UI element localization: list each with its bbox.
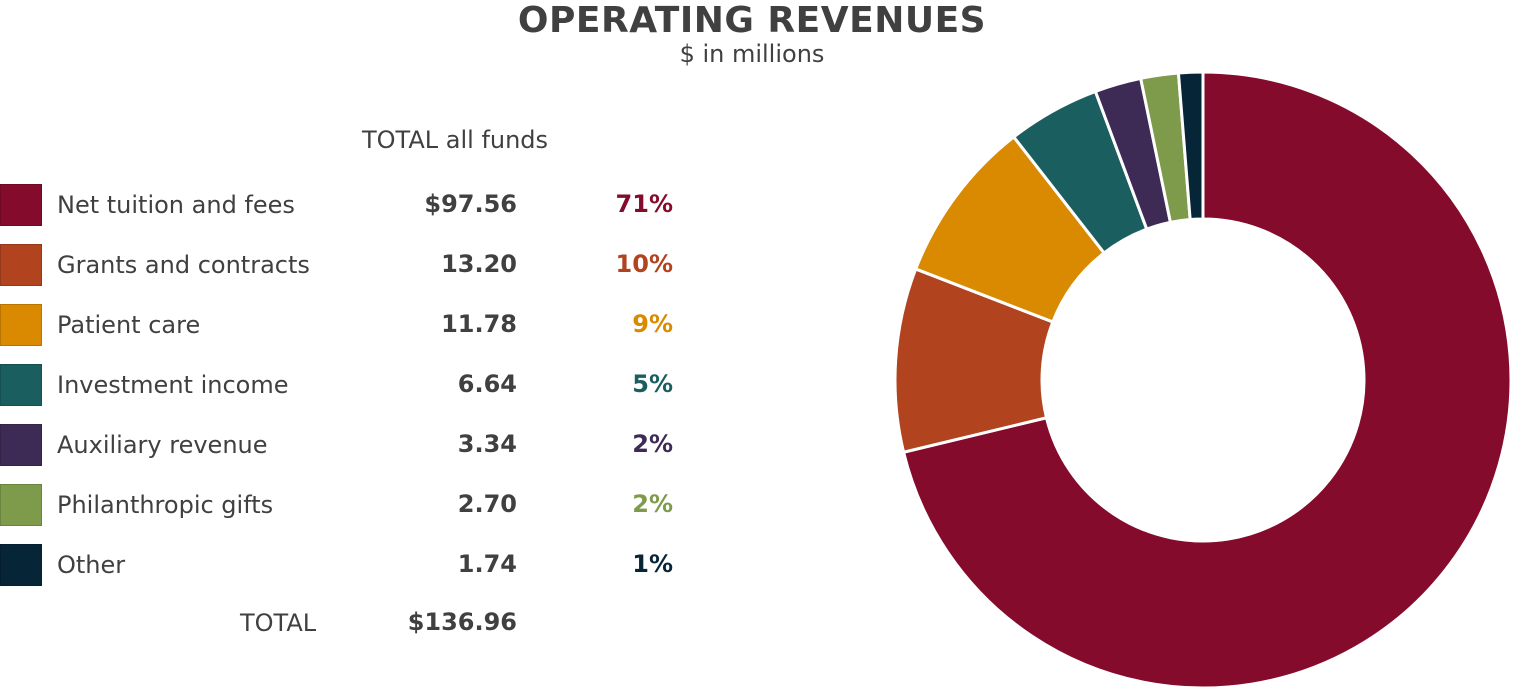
donut-slice bbox=[1176, 70, 1205, 222]
percent-label: 2% bbox=[632, 490, 673, 518]
legend-row: Grants and contracts 13.20 10% bbox=[0, 244, 700, 286]
legend-label: Patient care bbox=[57, 311, 201, 339]
donut-slice bbox=[901, 70, 1513, 690]
value-label: 6.64 bbox=[457, 370, 517, 398]
value-label: 11.78 bbox=[441, 310, 517, 338]
legend-label: Net tuition and fees bbox=[57, 191, 295, 219]
legend-row: Philanthropic gifts 2.70 2% bbox=[0, 484, 700, 526]
value-label: 13.20 bbox=[441, 250, 517, 278]
legend-swatch bbox=[0, 424, 42, 466]
legend-row: Auxiliary revenue 3.34 2% bbox=[0, 424, 700, 466]
legend-row: Patient care 11.78 9% bbox=[0, 304, 700, 346]
legend-label: Grants and contracts bbox=[57, 251, 310, 279]
value-label: 3.34 bbox=[457, 430, 517, 458]
legend-row: Investment income 6.64 5% bbox=[0, 364, 700, 406]
legend-swatch bbox=[0, 304, 42, 346]
column-header: TOTAL all funds bbox=[362, 126, 549, 154]
legend-label: Other bbox=[57, 551, 126, 579]
legend-row: Other 1.74 1% bbox=[0, 544, 700, 586]
legend-row: Net tuition and fees $97.56 71% bbox=[0, 184, 700, 226]
legend-swatch bbox=[0, 364, 42, 406]
value-label: 1.74 bbox=[457, 550, 517, 578]
total-value: $136.96 bbox=[407, 608, 517, 636]
percent-label: 9% bbox=[632, 310, 673, 338]
legend-swatch bbox=[0, 244, 42, 286]
chart-subtitle: $ in millions bbox=[679, 40, 825, 68]
total-label: TOTAL bbox=[240, 609, 317, 637]
legend-swatch bbox=[0, 544, 42, 586]
value-label: $97.56 bbox=[424, 190, 517, 218]
percent-label: 2% bbox=[632, 430, 673, 458]
percent-label: 5% bbox=[632, 370, 673, 398]
legend-swatch bbox=[0, 484, 42, 526]
percent-label: 71% bbox=[615, 190, 673, 218]
legend-label: Auxiliary revenue bbox=[57, 431, 268, 459]
legend-label: Philanthropic gifts bbox=[57, 491, 274, 519]
percent-label: 10% bbox=[615, 250, 673, 278]
legend-label: Investment income bbox=[57, 371, 289, 399]
legend-swatch bbox=[0, 184, 42, 226]
value-label: 2.70 bbox=[457, 490, 517, 518]
percent-label: 1% bbox=[632, 550, 673, 578]
chart-title: OPERATING REVENUES bbox=[517, 0, 987, 41]
